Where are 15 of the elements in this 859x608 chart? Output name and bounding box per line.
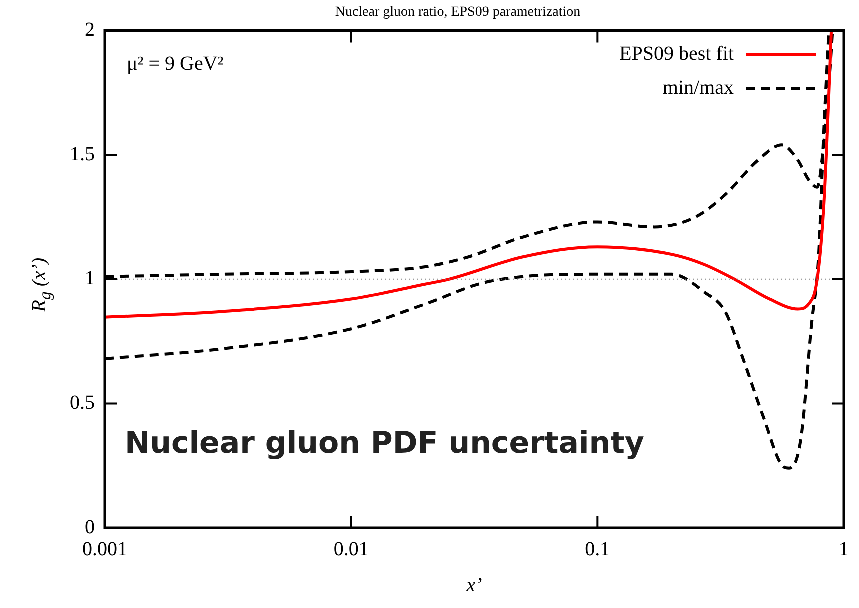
y-tick-label: 1.5 (70, 143, 95, 166)
legend-label: EPS09 best fit (620, 43, 734, 66)
x-tick-label: 1 (839, 538, 849, 560)
chart-title: Nuclear gluon ratio, EPS09 parametrization (335, 5, 581, 20)
y-tick-label: 2 (85, 19, 95, 42)
x-axis-title: x’ (466, 574, 483, 596)
x-tick-label: 0.1 (585, 538, 610, 560)
annotation: μ² = 9 GeV² (127, 53, 224, 76)
y-tick-label: 1 (85, 268, 95, 290)
y-tick-label: 0 (85, 516, 95, 538)
y-tick-label: 0.5 (70, 392, 95, 414)
x-tick-label: 0.01 (334, 538, 369, 560)
legend-label: min/max (662, 77, 734, 100)
x-tick-label: 0.001 (82, 538, 128, 560)
annotation: Nuclear gluon PDF uncertainty (125, 426, 645, 461)
